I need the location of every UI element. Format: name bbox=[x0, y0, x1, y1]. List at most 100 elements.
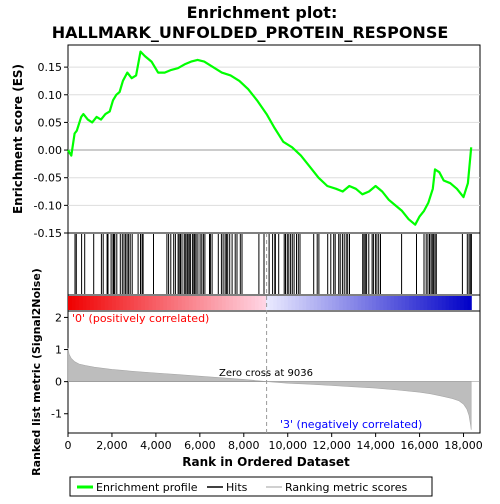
x-tick-label: 6,000 bbox=[184, 439, 216, 452]
colorbar-segment bbox=[170, 296, 175, 310]
x-tick-label: 14,000 bbox=[356, 439, 395, 452]
colorbar-segment bbox=[207, 296, 212, 310]
x-tick-label: 0 bbox=[65, 439, 72, 452]
colorbar-segment bbox=[90, 296, 95, 310]
colorbar-segment bbox=[408, 296, 414, 310]
colorbar-segment bbox=[137, 296, 142, 310]
rank-y-axis: -1 0 1 2 bbox=[51, 311, 68, 421]
x-tick-label: 10,000 bbox=[268, 439, 307, 452]
colorbar-segment bbox=[456, 296, 461, 310]
colorbar-segment bbox=[225, 296, 230, 310]
colorbar-segment bbox=[412, 296, 417, 310]
colorbar-segment bbox=[317, 296, 322, 310]
x-tick-label: 2,000 bbox=[96, 439, 128, 452]
es-y-tick-label: -0.05 bbox=[34, 172, 62, 185]
es-y-tick-label: -0.15 bbox=[34, 227, 62, 240]
x-tick-label: 16,000 bbox=[400, 439, 439, 452]
x-axis: 0 2,000 4,000 6,000 8,000 10,000 12,000 14,000 1… bbox=[65, 433, 483, 452]
colorbar-segment bbox=[218, 296, 223, 310]
colorbar-segment bbox=[167, 296, 172, 310]
colorbar-segment bbox=[189, 296, 194, 310]
colorbar-segment bbox=[416, 296, 421, 310]
es-y-tick-label: -0.10 bbox=[34, 199, 62, 212]
colorbar-segment bbox=[240, 296, 245, 310]
colorbar-segment bbox=[390, 296, 395, 310]
colorbar-segment bbox=[335, 296, 340, 310]
legend-hits-label: Hits bbox=[226, 481, 248, 494]
colorbar-segment bbox=[152, 296, 157, 310]
colorbar-segment bbox=[313, 296, 318, 310]
colorbar-segment bbox=[463, 296, 469, 310]
colorbar-segment bbox=[346, 296, 351, 310]
colorbar-segment bbox=[115, 296, 120, 310]
colorbar-segment bbox=[284, 296, 289, 310]
colorbar-segment bbox=[328, 296, 333, 310]
colorbar-segment bbox=[276, 296, 282, 310]
colorbar-segment bbox=[159, 296, 164, 310]
legend-ranking-label: Ranking metric scores bbox=[285, 481, 407, 494]
colorbar-segment bbox=[192, 296, 197, 310]
colorbar-segment bbox=[361, 296, 366, 310]
ranking-metric-area bbox=[67, 347, 472, 430]
legend-box bbox=[69, 476, 433, 497]
es-panel-frame bbox=[67, 44, 481, 234]
colorbar-segment bbox=[86, 296, 91, 310]
colorbar-segment bbox=[430, 296, 436, 310]
negative-correlation-label: '3' (negatively correlated) bbox=[280, 418, 422, 431]
colorbar-segment bbox=[438, 296, 443, 310]
colorbar-segment bbox=[108, 296, 113, 310]
colorbar-segment bbox=[342, 296, 348, 310]
colorbar-segment bbox=[331, 296, 337, 310]
colorbar-segment bbox=[79, 296, 84, 310]
colorbar-segment bbox=[178, 296, 183, 310]
enrichment-profile-series bbox=[67, 50, 473, 226]
colorbar-segment bbox=[302, 296, 307, 310]
colorbar-segment bbox=[280, 296, 285, 310]
colorbar-segment bbox=[262, 296, 267, 310]
zero-cross-label: Zero cross at 9036 bbox=[219, 368, 313, 379]
colorbar-segment bbox=[291, 296, 296, 310]
colorbar-segment bbox=[148, 296, 153, 310]
colorbar-segment bbox=[68, 296, 73, 310]
colorbar-segment bbox=[163, 296, 168, 310]
colorbar-segment bbox=[339, 296, 344, 310]
colorbar-segment bbox=[236, 296, 241, 310]
colorbar-segment bbox=[196, 296, 201, 310]
colorbar-segment bbox=[82, 296, 87, 310]
colorbar-segment bbox=[247, 296, 252, 310]
colorbar-segment bbox=[287, 296, 293, 310]
colorbar-segment bbox=[375, 296, 381, 310]
es-y-tick-label: 0.05 bbox=[38, 116, 63, 129]
colorbar-segment bbox=[273, 296, 278, 310]
enrichment-profile-line bbox=[67, 50, 473, 226]
colorbar-segment bbox=[119, 296, 124, 310]
ranking-metric-series bbox=[67, 347, 480, 430]
rank-y-tick-label: 2 bbox=[55, 311, 62, 324]
colorbar-segment bbox=[251, 296, 256, 310]
colorbar-segment bbox=[368, 296, 373, 310]
colorbar-segment bbox=[229, 296, 234, 310]
colorbar-segment bbox=[214, 296, 219, 310]
rank-y-tick-label: -1 bbox=[51, 408, 62, 421]
colorbar-segment bbox=[97, 296, 102, 310]
colorbar-segment bbox=[405, 296, 410, 310]
x-axis-label: Rank in Ordered Dataset bbox=[182, 455, 350, 469]
rank-y-tick-label: 1 bbox=[55, 344, 62, 357]
colorbar-segment bbox=[383, 296, 388, 310]
x-tick-label: 4,000 bbox=[140, 439, 172, 452]
colorbar-segment bbox=[460, 296, 465, 310]
colorbar-segment bbox=[200, 296, 205, 310]
colorbar-segment bbox=[372, 296, 377, 310]
legend: Enrichment profile Hits Ranking metric s… bbox=[69, 476, 433, 497]
colorbar-segment bbox=[130, 296, 135, 310]
rank-y-tick-label: 0 bbox=[55, 376, 62, 389]
colorbar-segment bbox=[467, 296, 472, 310]
colorbar-segment bbox=[306, 296, 311, 310]
colorbar-segment bbox=[423, 296, 428, 310]
rank-colorbar bbox=[68, 296, 472, 310]
colorbar-segment bbox=[71, 296, 76, 310]
hits-series bbox=[74, 234, 472, 294]
colorbar-segment bbox=[449, 296, 454, 310]
colorbar-segment bbox=[101, 296, 106, 310]
